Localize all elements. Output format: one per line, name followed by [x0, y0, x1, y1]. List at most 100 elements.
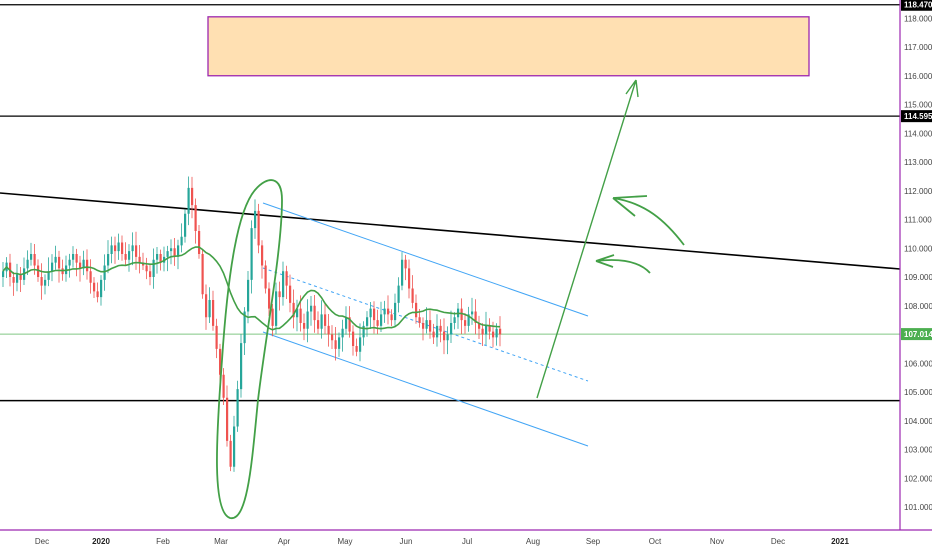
candle-body [47, 271, 50, 280]
candle-body [492, 331, 495, 338]
projection-arrow [536, 79, 639, 399]
x-tick-label: Oct [649, 537, 662, 546]
candle-body [54, 256, 57, 263]
candle-body [429, 320, 432, 332]
candle-body [82, 259, 85, 269]
candle-body [310, 305, 313, 312]
price-label-top-text: 118.470 [904, 1, 932, 10]
candle-body [499, 328, 502, 335]
candle-body [320, 314, 323, 329]
candle-body [495, 328, 498, 338]
candle-body [411, 288, 414, 303]
candle-body [180, 236, 183, 246]
candle-body [362, 325, 365, 338]
candle-body [292, 302, 295, 318]
candle-body [352, 331, 355, 346]
candle-body [306, 311, 309, 329]
candle-body [2, 271, 5, 277]
candle-body [450, 323, 453, 335]
candle-body [86, 259, 89, 272]
candle-body [390, 314, 393, 321]
candle-body [194, 205, 197, 231]
candle-body [317, 320, 320, 329]
candle-body [58, 256, 61, 269]
candle-body [422, 323, 425, 329]
candle-body [334, 340, 337, 349]
candle-body [488, 325, 491, 332]
candle-body [103, 265, 106, 280]
candle-body [191, 187, 194, 206]
candle-body [289, 285, 292, 303]
candle-body [432, 331, 435, 338]
candle-body [187, 187, 190, 214]
candle-body [359, 337, 362, 352]
x-tick-label: Apr [278, 537, 291, 546]
curved-arrow-lower [595, 254, 651, 274]
y-tick-label: 103.000 [904, 446, 932, 455]
candle-body [338, 337, 341, 349]
candle-body [114, 245, 117, 252]
candle-body [68, 259, 71, 266]
candle-body [19, 274, 22, 280]
candle-body [240, 343, 243, 390]
candle-body [268, 288, 271, 309]
candle-body [44, 279, 47, 286]
candle-body [93, 282, 96, 292]
y-tick-label: 109.000 [904, 273, 932, 282]
candle-body [278, 291, 281, 298]
candle-body [226, 397, 229, 441]
candle-body [26, 259, 29, 269]
candle-body [72, 254, 75, 260]
x-tick-label: Jun [400, 537, 413, 546]
x-tick-label: Dec [35, 537, 49, 546]
channel-lower-line [262, 331, 589, 447]
y-tick-label: 114.000 [904, 129, 932, 138]
candles-group [2, 176, 502, 472]
x-tick-label: 2021 [831, 537, 849, 546]
x-tick-label: Nov [710, 537, 724, 546]
price-label-mid: 114.595 [901, 110, 932, 123]
candle-body [366, 317, 369, 326]
candle-body [100, 279, 103, 298]
candle-body [261, 245, 264, 266]
x-tick-label: May [337, 537, 352, 546]
candle-body [198, 231, 201, 254]
candle-body [380, 314, 383, 326]
candle-body [33, 254, 36, 266]
candle-body [478, 323, 481, 329]
candle-body [282, 271, 285, 298]
y-axis-ticks: 118.000 117.000 116.000 115.000 114.000 113.0… [904, 14, 932, 512]
candle-body [376, 320, 379, 326]
candle-body [439, 325, 442, 332]
candle-body [264, 265, 267, 289]
price-label-current-text: 107.014 [904, 330, 932, 339]
target-zone [207, 16, 810, 77]
candle-body [383, 308, 386, 315]
candle-body [285, 271, 288, 286]
y-tick-label: 111.000 [904, 216, 932, 225]
candle-body [271, 308, 274, 326]
candle-body [16, 274, 19, 283]
candle-body [471, 311, 474, 315]
candle-body [12, 277, 15, 283]
candle-body [397, 285, 400, 303]
candle-body [149, 271, 152, 277]
candle-body [341, 328, 344, 338]
y-tick-label: 115.000 [904, 101, 932, 110]
candle-body [296, 308, 299, 318]
candle-body [460, 308, 463, 321]
candle-body [474, 311, 477, 323]
candle-body [404, 259, 407, 269]
candle-body [219, 348, 222, 375]
y-tick-label: 113.000 [904, 158, 932, 167]
y-tick-label: 112.000 [904, 187, 932, 196]
y-tick-label: 102.000 [904, 474, 932, 483]
candle-body [425, 320, 428, 329]
y-tick-label: 110.000 [904, 244, 932, 253]
price-label-top: 118.470 [901, 0, 932, 11]
x-tick-label: Jul [462, 537, 472, 546]
candle-body [152, 259, 155, 277]
candle-body [51, 262, 54, 272]
candle-body [408, 268, 411, 289]
